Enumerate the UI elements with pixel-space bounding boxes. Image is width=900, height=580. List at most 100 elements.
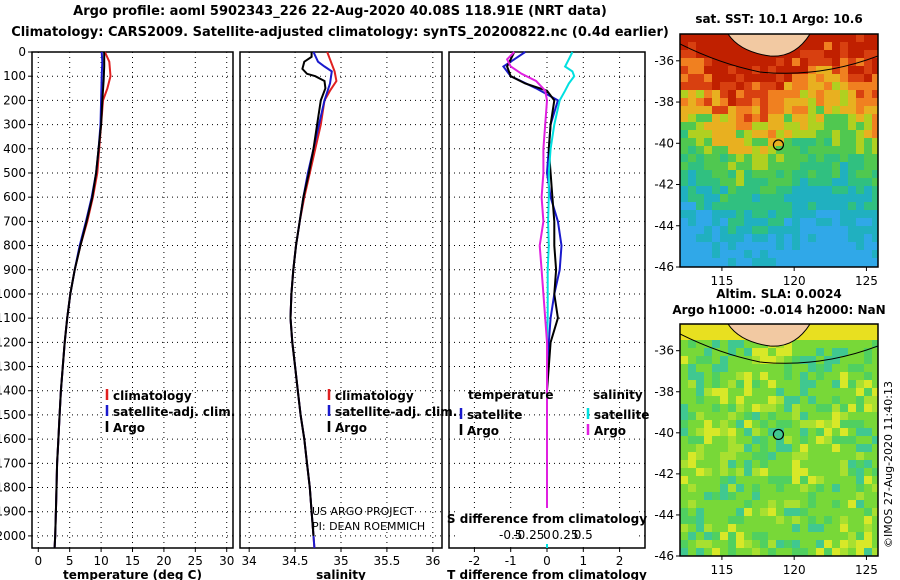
map-pixel xyxy=(680,484,688,492)
map-pixel xyxy=(680,548,688,556)
map-pixel xyxy=(752,452,760,460)
map-pixel xyxy=(856,516,864,524)
map-pixel xyxy=(728,66,736,74)
map-pixel xyxy=(824,74,832,82)
map-pixel xyxy=(848,90,856,98)
map-pixel xyxy=(744,98,752,106)
map-pixel xyxy=(808,234,816,242)
map-pixel xyxy=(824,106,832,114)
series-line-satellite-adj-clim- xyxy=(289,51,333,549)
map-pixel xyxy=(832,234,840,242)
map-pixel xyxy=(696,250,704,258)
map-pixel xyxy=(792,130,800,138)
map-pixel xyxy=(864,452,872,460)
map-pixel xyxy=(832,412,840,420)
map-pixel xyxy=(856,356,864,364)
map-pixel xyxy=(760,524,768,532)
map-pixel xyxy=(840,428,848,436)
map-pixel xyxy=(720,234,728,242)
map-pixel xyxy=(680,106,688,114)
map-pixel xyxy=(680,412,688,420)
map-raster xyxy=(680,324,878,556)
map-pixel xyxy=(840,170,848,178)
map-pixel xyxy=(808,508,816,516)
map-pixel xyxy=(736,404,744,412)
argo-location-marker xyxy=(772,139,785,151)
temperature-panel: 0100200300400500600700800900100011001200… xyxy=(0,45,235,580)
map-pixel xyxy=(768,532,776,540)
map-pixel xyxy=(784,114,792,122)
map-pixel xyxy=(832,202,840,210)
map-pixel xyxy=(768,548,776,556)
map-pixel xyxy=(848,154,856,162)
map-pixel xyxy=(744,356,752,364)
map-pixel xyxy=(832,146,840,154)
map-pixel xyxy=(824,412,832,420)
map-pixel xyxy=(784,74,792,82)
map-pixel xyxy=(856,234,864,242)
map-pixel xyxy=(736,468,744,476)
map-pixel xyxy=(864,258,872,266)
map-pixel xyxy=(752,356,760,364)
map-pixel xyxy=(720,114,728,122)
map-pixel xyxy=(712,250,720,258)
map-pixel xyxy=(816,468,824,476)
map-pixel xyxy=(760,138,768,146)
map-pixel xyxy=(872,50,878,58)
map-pixel xyxy=(856,396,864,404)
map-pixel xyxy=(768,82,776,90)
map-pixel xyxy=(824,364,832,372)
map-pixel xyxy=(864,388,872,396)
map-pixel xyxy=(800,210,808,218)
map-pixel xyxy=(712,106,720,114)
map-pixel xyxy=(760,380,768,388)
map-pixel xyxy=(712,404,720,412)
map-pixel xyxy=(696,492,704,500)
map-pixel xyxy=(760,420,768,428)
map-pixel xyxy=(752,210,760,218)
map-pixel xyxy=(760,412,768,420)
map-pixel xyxy=(864,396,872,404)
map-pixel xyxy=(792,106,800,114)
map-pixel xyxy=(680,404,688,412)
map-pixel xyxy=(824,516,832,524)
map-pixel xyxy=(688,66,696,74)
map-pixel xyxy=(744,74,752,82)
map-pixel xyxy=(744,388,752,396)
y-tick-label: 1200 xyxy=(0,335,26,349)
map-pixel xyxy=(872,428,878,436)
map-pixel xyxy=(800,356,808,364)
map-pixel xyxy=(800,332,808,340)
map-pixel xyxy=(784,452,792,460)
map-pixel xyxy=(760,226,768,234)
map-pixel xyxy=(736,114,744,122)
map-pixel xyxy=(744,242,752,250)
map-pixel xyxy=(792,452,800,460)
secondary-tick-label: -0.5 xyxy=(499,528,522,542)
map-pixel xyxy=(864,218,872,226)
map-pixel xyxy=(768,242,776,250)
map-pixel xyxy=(824,154,832,162)
map-pixel xyxy=(824,218,832,226)
map-pixel xyxy=(712,194,720,202)
map-pixel xyxy=(720,210,728,218)
map-pixel xyxy=(848,404,856,412)
map-pixel xyxy=(760,508,768,516)
map-pixel xyxy=(688,540,696,548)
map-pixel xyxy=(696,42,704,50)
map-pixel xyxy=(728,436,736,444)
map-pixel xyxy=(736,234,744,242)
map-pixel xyxy=(800,162,808,170)
map-pixel xyxy=(792,74,800,82)
map-pixel xyxy=(728,468,736,476)
map-pixel xyxy=(688,484,696,492)
map-pixel xyxy=(736,548,744,556)
map-pixel xyxy=(760,436,768,444)
map-pixel xyxy=(720,130,728,138)
map-pixel xyxy=(864,524,872,532)
map-pixel xyxy=(800,226,808,234)
map-pixel xyxy=(704,154,712,162)
map-pixel xyxy=(808,380,816,388)
map-pixel xyxy=(696,372,704,380)
map-pixel xyxy=(872,106,878,114)
